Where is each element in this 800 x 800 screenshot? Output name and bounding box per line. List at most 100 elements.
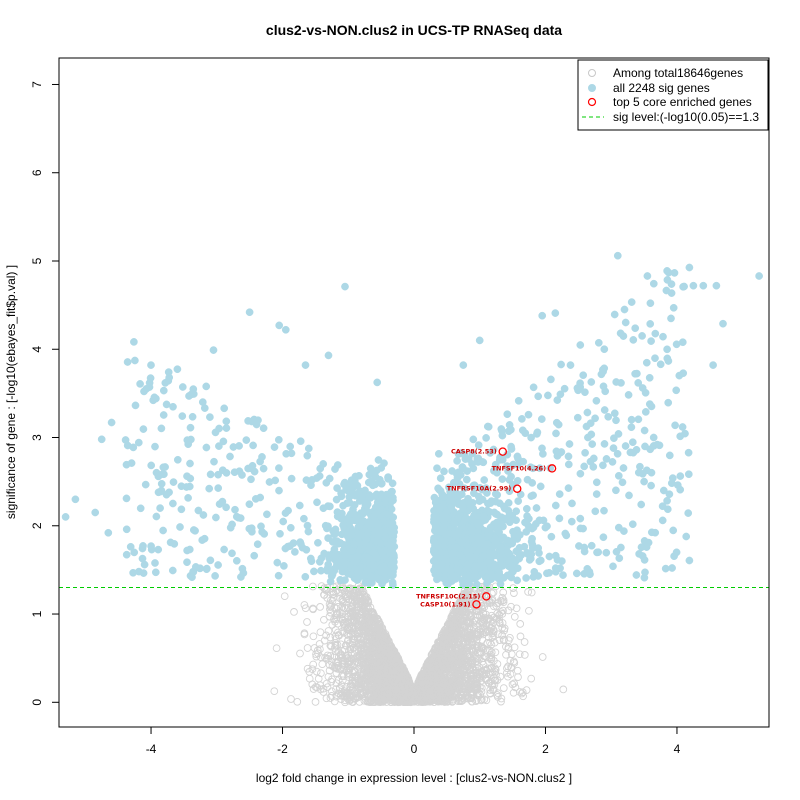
point-nonsig bbox=[290, 608, 298, 616]
point-nonsig bbox=[514, 673, 522, 681]
point-nonsig bbox=[466, 625, 475, 634]
point-nonsig bbox=[440, 646, 449, 655]
point-nonsig bbox=[481, 646, 490, 654]
point-nonsig bbox=[509, 688, 518, 697]
point-nonsig bbox=[344, 636, 353, 644]
point-nonsig bbox=[418, 672, 427, 680]
point-nonsig bbox=[365, 623, 374, 632]
point-nonsig bbox=[451, 625, 460, 634]
point-nonsig bbox=[332, 692, 341, 701]
point-nonsig bbox=[512, 604, 521, 613]
point-nonsig bbox=[369, 698, 378, 706]
point-nonsig bbox=[382, 684, 391, 692]
chart-title: clus2-vs-NON.clus2 in UCS-TP RNASeq data bbox=[266, 22, 562, 38]
point-nonsig bbox=[464, 590, 473, 599]
point-nonsig bbox=[470, 625, 478, 634]
point-nonsig bbox=[489, 626, 498, 634]
point-nonsig bbox=[516, 620, 525, 628]
point-nonsig bbox=[471, 655, 480, 663]
point-nonsig bbox=[449, 612, 458, 621]
point-nonsig bbox=[480, 666, 488, 674]
point-nonsig bbox=[498, 619, 507, 627]
point-nonsig bbox=[402, 692, 411, 701]
point-nonsig bbox=[462, 661, 471, 670]
point-nonsig bbox=[490, 613, 498, 622]
point-nonsig bbox=[462, 672, 471, 681]
point-nonsig bbox=[384, 672, 393, 681]
point-nonsig bbox=[389, 677, 397, 685]
point-nonsig bbox=[270, 687, 279, 696]
point-nonsig bbox=[465, 610, 473, 618]
point-nonsig bbox=[359, 627, 368, 635]
point-nonsig bbox=[488, 681, 497, 689]
point-nonsig bbox=[506, 656, 515, 665]
point-nonsig bbox=[446, 652, 455, 661]
point-nonsig bbox=[383, 658, 392, 667]
point-nonsig bbox=[404, 682, 413, 691]
point-nonsig bbox=[320, 615, 328, 624]
point-nonsig bbox=[510, 679, 518, 688]
point-nonsig bbox=[479, 660, 488, 669]
point-sig bbox=[387, 488, 396, 496]
point-nonsig bbox=[416, 698, 425, 706]
point-nonsig bbox=[510, 612, 519, 621]
point-nonsig bbox=[383, 676, 392, 685]
point-nonsig bbox=[390, 696, 398, 705]
point-nonsig bbox=[468, 630, 477, 639]
point-nonsig bbox=[342, 689, 350, 697]
point-nonsig bbox=[500, 624, 509, 633]
point-nonsig bbox=[525, 606, 533, 615]
point-nonsig bbox=[432, 696, 441, 705]
point-nonsig bbox=[435, 639, 444, 648]
point-nonsig bbox=[510, 643, 519, 652]
point-nonsig bbox=[457, 592, 466, 601]
point-nonsig bbox=[375, 670, 383, 679]
point-nonsig bbox=[379, 632, 388, 641]
point-nonsig bbox=[497, 697, 505, 706]
point-nonsig bbox=[491, 665, 500, 674]
point-nonsig bbox=[383, 687, 392, 695]
point-sig bbox=[513, 576, 522, 585]
nonsignificant-points bbox=[270, 582, 568, 707]
point-nonsig bbox=[379, 695, 387, 704]
point-nonsig bbox=[527, 588, 536, 597]
point-nonsig bbox=[447, 678, 455, 686]
point-nonsig bbox=[370, 619, 378, 628]
point-nonsig bbox=[473, 643, 481, 652]
point-nonsig bbox=[350, 588, 359, 597]
point-nonsig bbox=[442, 693, 450, 702]
point-nonsig bbox=[332, 685, 340, 693]
point-nonsig bbox=[380, 661, 389, 670]
point-nonsig bbox=[335, 631, 343, 640]
point-nonsig bbox=[500, 635, 508, 644]
point-nonsig bbox=[366, 683, 375, 692]
point-sig bbox=[436, 474, 445, 483]
point-nonsig bbox=[435, 651, 443, 660]
point-sig bbox=[514, 497, 523, 505]
point-nonsig bbox=[448, 684, 456, 692]
point-nonsig bbox=[467, 597, 476, 606]
plot-area: CASP8(2.53)TNFSF10(4.26)TNFRSF10A(2.99)T… bbox=[59, 251, 769, 707]
point-nonsig bbox=[327, 687, 336, 696]
point-nonsig bbox=[378, 652, 387, 660]
point-nonsig bbox=[363, 697, 372, 705]
point-nonsig bbox=[431, 682, 440, 691]
point-nonsig bbox=[333, 610, 342, 619]
point-nonsig bbox=[445, 661, 454, 669]
point-nonsig bbox=[481, 628, 490, 637]
point-nonsig bbox=[486, 638, 494, 647]
point-nonsig bbox=[379, 627, 387, 635]
point-nonsig bbox=[326, 603, 335, 611]
point-sig bbox=[373, 378, 382, 387]
point-nonsig bbox=[509, 584, 518, 592]
point-nonsig bbox=[300, 630, 309, 639]
point-sig bbox=[440, 467, 448, 476]
point-nonsig bbox=[348, 697, 357, 706]
point-nonsig bbox=[352, 599, 361, 608]
point-nonsig bbox=[466, 676, 475, 685]
point-nonsig bbox=[350, 667, 358, 676]
point-nonsig bbox=[359, 623, 368, 632]
point-nonsig bbox=[457, 647, 466, 656]
point-nonsig bbox=[431, 676, 440, 685]
point-nonsig bbox=[419, 698, 427, 706]
